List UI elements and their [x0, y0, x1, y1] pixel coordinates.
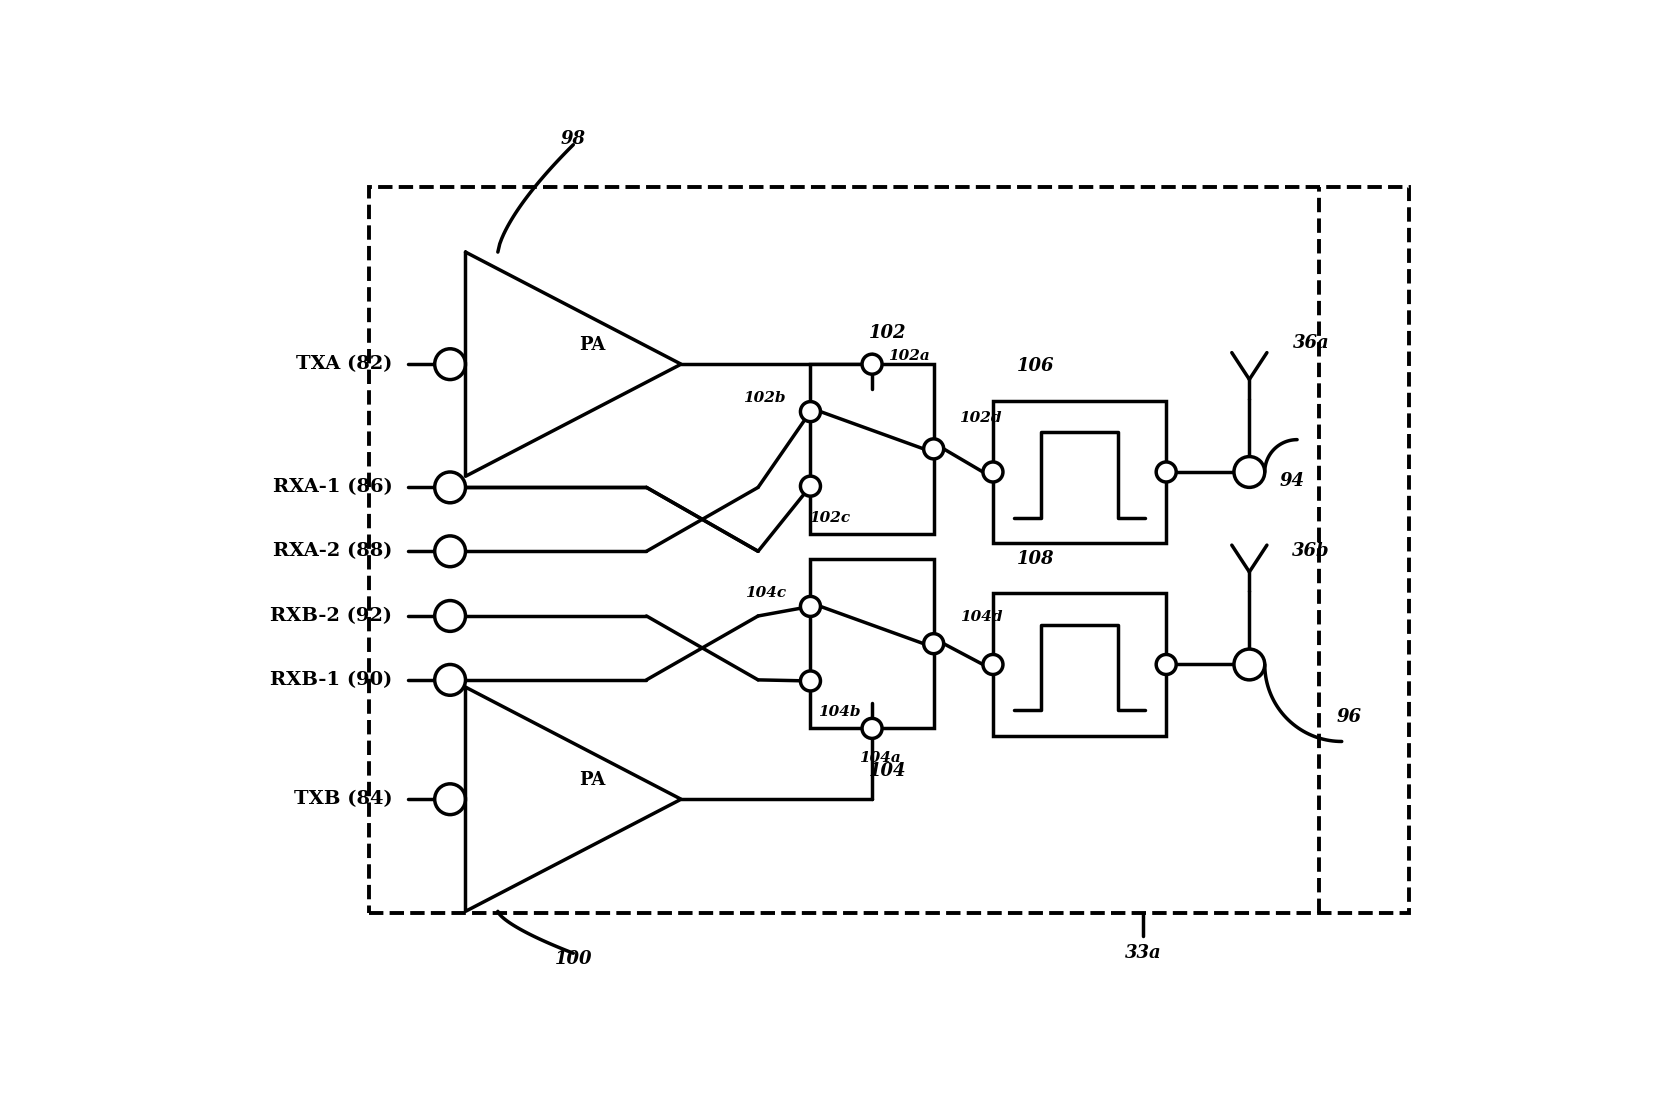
Bar: [810, 559, 933, 728]
Circle shape: [434, 349, 466, 380]
Text: RXB-2 (92): RXB-2 (92): [270, 607, 393, 625]
Text: 98: 98: [560, 129, 585, 148]
Circle shape: [1155, 462, 1175, 482]
Circle shape: [434, 784, 466, 815]
Circle shape: [983, 462, 1002, 482]
Text: 104: 104: [868, 761, 906, 780]
Circle shape: [1155, 655, 1175, 675]
Circle shape: [1233, 456, 1264, 487]
Text: 104a: 104a: [858, 750, 900, 765]
Text: 36a: 36a: [1292, 335, 1329, 352]
Text: 108: 108: [1016, 550, 1054, 567]
Circle shape: [923, 439, 943, 459]
Text: 33a: 33a: [1123, 945, 1160, 962]
Circle shape: [923, 634, 943, 654]
Text: 104b: 104b: [819, 704, 860, 719]
Circle shape: [434, 472, 466, 502]
Text: RXA-1 (86): RXA-1 (86): [272, 478, 393, 496]
Text: 104d: 104d: [959, 610, 1002, 624]
Text: 102b: 102b: [742, 391, 785, 405]
Text: 94: 94: [1279, 472, 1304, 490]
Circle shape: [800, 476, 820, 496]
Text: RXB-1 (90): RXB-1 (90): [270, 671, 393, 689]
Circle shape: [862, 354, 882, 374]
Text: 36b: 36b: [1291, 542, 1329, 561]
Text: 102: 102: [868, 325, 906, 342]
Text: TXA (82): TXA (82): [297, 355, 393, 373]
Bar: [993, 400, 1165, 543]
Text: 104c: 104c: [744, 586, 785, 600]
Circle shape: [862, 719, 882, 738]
Text: PA: PA: [578, 771, 605, 789]
Circle shape: [983, 655, 1002, 675]
Bar: [370, 188, 1408, 913]
Text: 96: 96: [1336, 708, 1360, 726]
Text: PA: PA: [578, 336, 605, 354]
Text: 102c: 102c: [809, 511, 850, 525]
Text: 106: 106: [1016, 358, 1054, 375]
Circle shape: [800, 671, 820, 691]
Text: TXB (84): TXB (84): [293, 790, 393, 808]
Text: RXA-2 (88): RXA-2 (88): [273, 542, 393, 561]
Circle shape: [434, 665, 466, 695]
Text: 102a: 102a: [888, 350, 930, 363]
Bar: [810, 364, 933, 533]
Bar: [993, 593, 1165, 736]
Text: 100: 100: [553, 950, 592, 969]
Circle shape: [434, 536, 466, 567]
Circle shape: [434, 600, 466, 632]
Text: 102d: 102d: [958, 411, 1001, 425]
Circle shape: [800, 402, 820, 421]
Circle shape: [800, 597, 820, 617]
Circle shape: [1233, 649, 1264, 680]
